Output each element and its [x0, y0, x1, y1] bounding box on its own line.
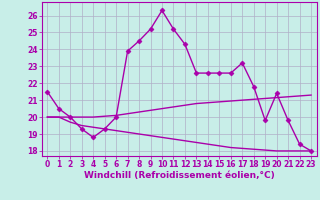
- X-axis label: Windchill (Refroidissement éolien,°C): Windchill (Refroidissement éolien,°C): [84, 171, 275, 180]
